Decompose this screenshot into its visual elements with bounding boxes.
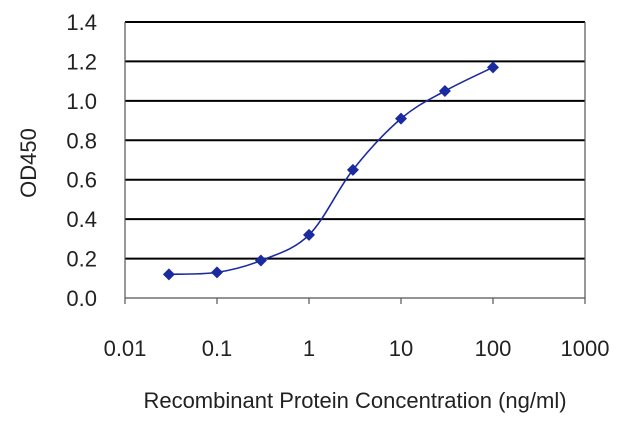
- y-tick-label-1: 0.2: [66, 247, 97, 272]
- data-point-2: [254, 254, 267, 267]
- x-tick-label-5: 1000: [561, 336, 610, 361]
- data-point-0: [162, 268, 175, 281]
- x-tick-label-4: 100: [475, 336, 512, 361]
- x-tick-label-0: 0.01: [104, 336, 147, 361]
- y-tick-label-2: 0.4: [66, 207, 97, 232]
- x-axis-title: Recombinant Protein Concentration (ng/ml…: [143, 388, 566, 413]
- series-line-0: [168, 66, 494, 276]
- data-point-1: [211, 266, 223, 279]
- data-point-6: [438, 85, 451, 97]
- y-tick-label-5: 1.0: [66, 89, 97, 114]
- y-tick-label-4: 0.8: [66, 128, 97, 153]
- plot-area: [125, 22, 585, 298]
- data-point-7: [487, 61, 499, 74]
- x-tick-label-1: 0.1: [202, 336, 233, 361]
- y-axis-title: OD450: [16, 128, 41, 198]
- y-tick-label-0: 0.0: [66, 286, 97, 311]
- y-tick-label-6: 1.2: [66, 49, 97, 74]
- x-tick-label-3: 10: [389, 336, 413, 361]
- x-tick-label-2: 1: [303, 336, 315, 361]
- data-point-4: [346, 163, 359, 176]
- y-tick-label-3: 0.6: [66, 168, 97, 193]
- y-tick-label-7: 1.4: [66, 10, 97, 35]
- data-point-5: [395, 112, 407, 125]
- data-point-3: [303, 228, 315, 241]
